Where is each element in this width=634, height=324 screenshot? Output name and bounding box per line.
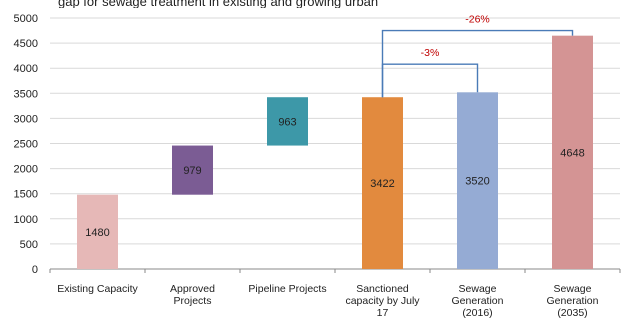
bar-value-label: 1480 [85,227,109,239]
x-category-label: Existing Capacity [57,283,138,295]
y-tick-label: 0 [32,264,38,276]
x-category-label-line: 17 [377,307,389,319]
x-category-label: Sewage Generation (2016) [452,283,504,319]
x-category-label-line: (2016) [462,307,492,319]
y-tick-label: 1500 [14,189,38,201]
comparison-bracket [381,29,574,98]
x-axis: Existing Capacity Approved Projects Pipelin… [49,268,621,319]
x-category-label-line: Generation [452,295,504,307]
y-tick-label: 4500 [14,38,38,50]
bar-value-label: 4648 [560,147,584,159]
bar [362,97,403,269]
comparison-label: -3% [421,47,440,59]
x-category-label: Sanctioned capacity by July 17 [345,283,420,319]
bars: 1480 979 963 3422 3520 4648 [77,35,593,270]
bar [457,92,498,270]
top-cut-caption: gap for sewage treatment in existing and… [58,0,578,8]
x-category-label-line: Existing Capacity [57,283,138,295]
x-category-label-line: Sanctioned [356,283,409,295]
x-category-label-line: (2035) [557,307,587,319]
x-category-label-line: capacity by July [345,295,420,307]
bar [267,97,308,146]
y-axis: 0 500 1000 1500 2000 2500 3000 3500 4000 4500 5000 [14,13,38,276]
y-tick-label: 2500 [14,139,38,151]
x-category-label: Approved Projects [170,283,215,307]
comparison-bracket [381,63,479,98]
y-tick-label: 2000 [14,164,38,176]
x-category-label: Sewage Generation (2035) [547,283,599,319]
bar-value-label: 979 [183,165,201,177]
top-cut-caption-text: gap for sewage treatment in existing and… [58,0,379,8]
x-category-label-line: Projects [174,295,212,307]
x-category-label-line: Approved [170,283,215,295]
x-category-label-line: Sewage [459,283,497,295]
y-tick-label: 4000 [14,63,38,75]
comparison-label: -26% [465,14,490,26]
y-tick-label: 500 [20,239,38,251]
bar [172,145,213,195]
bar [552,35,593,270]
gridlines [50,17,620,245]
x-category-label-line: Generation [547,295,599,307]
bar-value-label: 963 [278,116,296,128]
y-tick-label: 5000 [14,13,38,25]
bar-value-label: 3422 [370,178,394,190]
y-tick-label: 3000 [14,113,38,125]
x-category-label: Pipeline Projects [248,283,326,295]
x-category-label-line: Pipeline Projects [248,283,326,295]
y-tick-label: 1000 [14,214,38,226]
x-category-label-line: Sewage [554,283,592,295]
bar-value-label: 3520 [465,176,489,188]
annotations: -3% -26% [381,14,574,98]
y-tick-label: 3500 [14,88,38,100]
bar [77,194,118,269]
